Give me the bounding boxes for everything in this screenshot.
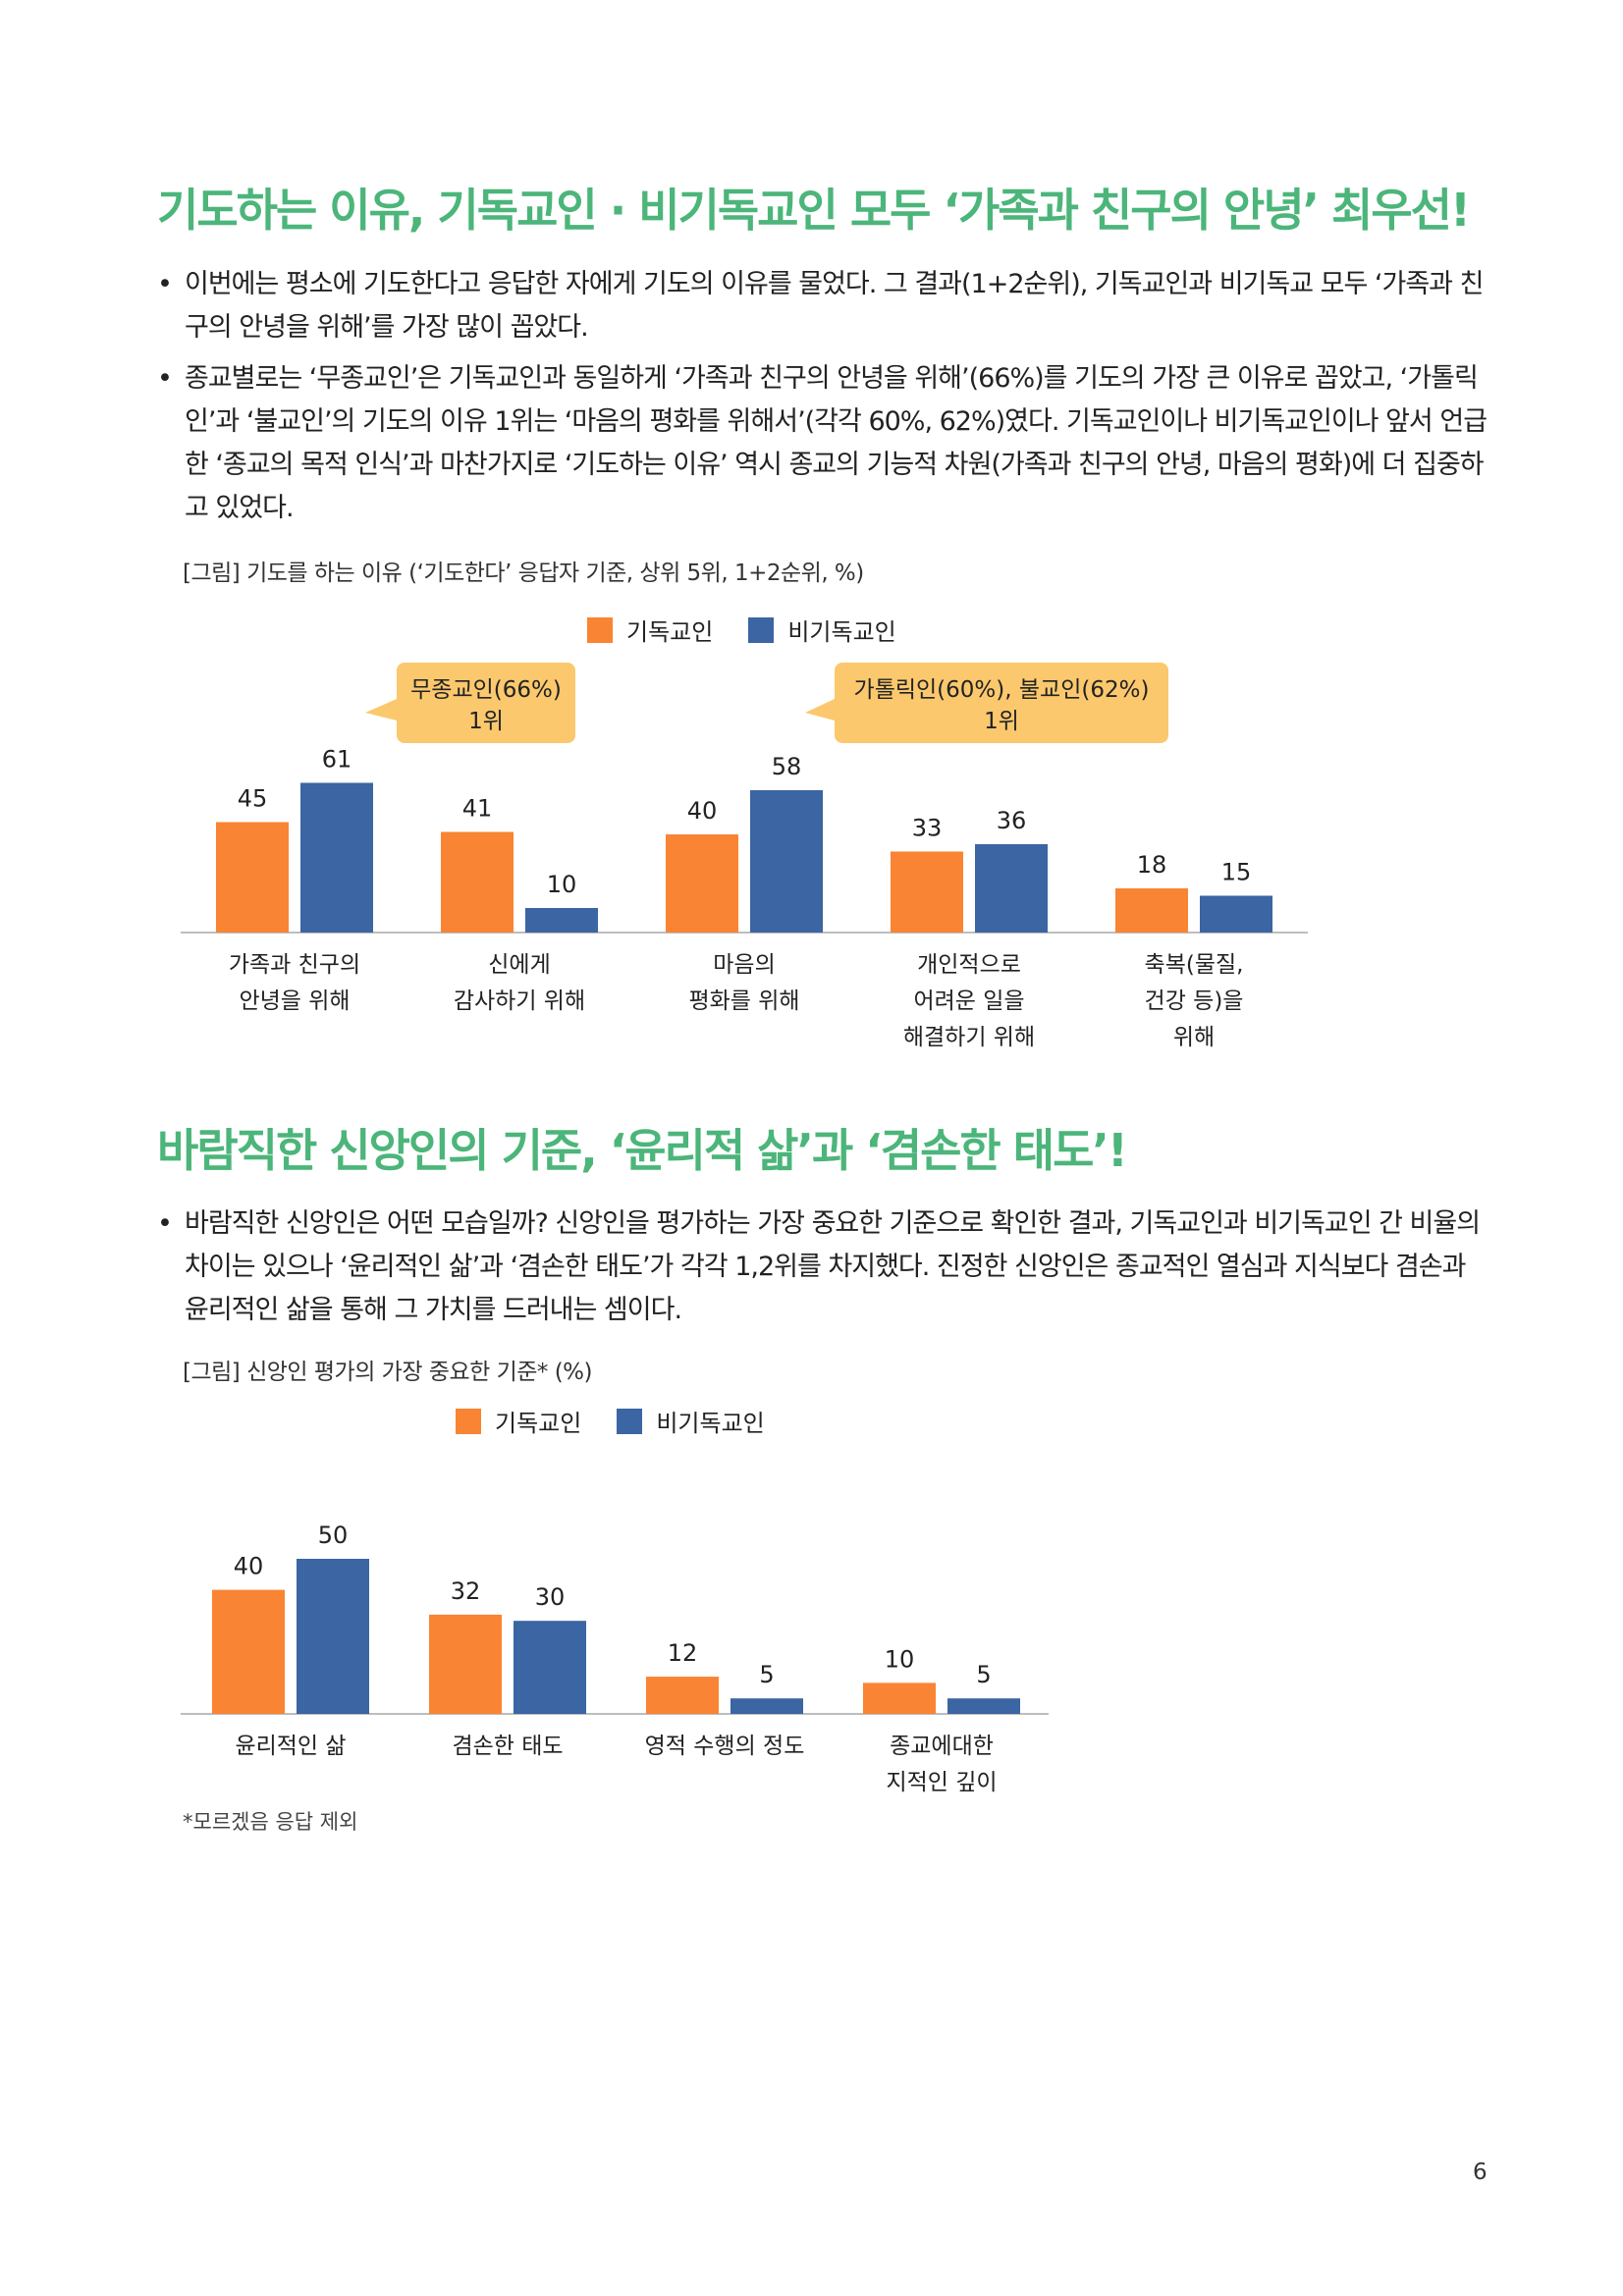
bar-value-label: 5: [759, 1661, 774, 1688]
category-label: 윤리적인 삶: [235, 1734, 346, 1759]
bar-christian: [646, 1677, 719, 1714]
category-label: 감사하기 위해: [454, 988, 585, 1014]
section1-bullets: • 이번에는 평소에 기도한다고 응답한 자에게 기도의 이유를 물었다. 그 결…: [157, 263, 1492, 538]
bar-non-christian: [947, 1698, 1020, 1714]
bar-value-label: 36: [997, 807, 1027, 834]
bar-value-label: 58: [772, 753, 802, 780]
bar-non-christian: [514, 1621, 586, 1714]
bar-non-christian: [300, 782, 373, 933]
legend-item-non-christian: 비기독교인: [748, 613, 896, 647]
legend-swatch-non-christian: [617, 1408, 643, 1434]
legend-swatch-christian: [587, 616, 613, 643]
callout-text: 무종교인(66%): [410, 677, 562, 703]
bullet-text: 이번에는 평소에 기도한다고 응답한 자에게 기도의 이유를 물었다. 그 결과…: [185, 269, 1484, 343]
bar-christian: [891, 851, 963, 933]
callout-text: 가톨릭인(60%), 불교인(62%): [854, 677, 1150, 703]
category-label: 개인적으로: [917, 952, 1021, 978]
bar-christian: [666, 834, 738, 933]
bar-value-label: 10: [547, 871, 577, 898]
bar-value-label: 40: [234, 1553, 264, 1580]
bar-non-christian: [750, 790, 823, 933]
bullet-text: 종교별로는 ‘무종교인’은 기독교인과 동일하게 ‘가족과 친구의 안녕을 위해…: [185, 363, 1488, 523]
bar-value-label: 30: [535, 1583, 566, 1611]
legend-label: 비기독교인: [787, 618, 896, 646]
bar-non-christian: [297, 1559, 369, 1714]
section2-bullets: • 바람직한 신앙인은 어떤 모습일까? 신앙인을 평가하는 가장 중요한 기준으…: [157, 1202, 1492, 1340]
chart2-legend: 기독교인 비기독교인: [456, 1404, 765, 1438]
callout-bubble: [835, 663, 1168, 743]
bar-non-christian: [730, 1698, 803, 1714]
bar-value-label: 15: [1221, 859, 1252, 886]
chart2-footnote: *모르겠음 응답 제외: [183, 1810, 358, 1834]
bullet-text: 바람직한 신앙인은 어떤 모습일까? 신앙인을 평가하는 가장 중요한 기준으로…: [185, 1208, 1481, 1325]
section1-title: 기도하는 이유, 기독교인 · 비기독교인 모두 ‘가족과 친구의 안녕’ 최우…: [157, 184, 1471, 237]
category-label: 마음의: [713, 952, 775, 978]
bar-non-christian: [525, 908, 598, 933]
bar-value-label: 45: [238, 785, 268, 813]
category-label: 축복(물질,: [1145, 952, 1244, 978]
category-label: 어려운 일을: [913, 988, 1024, 1014]
bar-value-label: 10: [885, 1645, 915, 1673]
bullet-dot: •: [157, 363, 173, 394]
category-label: 평화를 위해: [688, 988, 799, 1014]
callout-rank: 1위: [468, 709, 504, 734]
category-label: 종교에대한: [890, 1734, 994, 1759]
section1-bullet: • 이번에는 평소에 기도한다고 응답한 자에게 기도의 이유를 물었다. 그 결…: [157, 263, 1492, 349]
bar-value-label: 61: [322, 746, 352, 774]
legend-item-christian: 기독교인: [587, 613, 713, 647]
category-label: 영적 수행의 정도: [645, 1734, 805, 1759]
chart1-legend: 기독교인 비기독교인: [587, 613, 896, 647]
bullet-dot: •: [157, 1208, 173, 1239]
bullet-dot: •: [157, 269, 173, 299]
category-label: 해결하기 위해: [903, 1025, 1035, 1050]
category-label: 위해: [1173, 1025, 1215, 1050]
legend-item-christian: 기독교인: [456, 1404, 581, 1438]
legend-swatch-non-christian: [748, 616, 775, 643]
legend-swatch-christian: [456, 1408, 481, 1434]
category-label: 지적인 깊이: [886, 1770, 997, 1795]
faith-criteria-chart: 40 50 윤리적인 삶 32 30 겸손한 태도 12 5 영적 수행의 정도 10 5 종교에대한…: [181, 1522, 1049, 1795]
category-label: 신에게: [488, 952, 550, 978]
callout-rank: 1위: [984, 709, 1019, 734]
bar-value-label: 40: [687, 797, 718, 825]
category-label: 겸손한 태도: [452, 1734, 563, 1759]
bar-christian: [216, 822, 289, 933]
bar-value-label: 32: [451, 1577, 481, 1605]
bar-christian: [441, 831, 514, 933]
figure2-caption: [그림] 신앙인 평가의 가장 중요한 기준* (%): [183, 1360, 593, 1385]
bar-non-christian: [975, 844, 1048, 933]
legend-label: 기독교인: [495, 1410, 582, 1437]
bar-christian: [429, 1614, 502, 1714]
bar-christian: [1115, 888, 1188, 933]
callout-bubble: [397, 663, 575, 743]
section2-bullet: • 바람직한 신앙인은 어떤 모습일까? 신앙인을 평가하는 가장 중요한 기준으…: [157, 1202, 1492, 1332]
page-number: 6: [1473, 2160, 1488, 2185]
figure1-caption: [그림] 기도를 하는 이유 (‘기도한다’ 응답자 기준, 상위 5위, 1+…: [183, 561, 864, 586]
bar-value-label: 33: [912, 815, 943, 842]
category-label: 건강 등)을: [1145, 988, 1244, 1014]
category-label: 안녕을 위해: [239, 988, 350, 1014]
legend-label: 비기독교인: [656, 1410, 765, 1437]
bar-value-label: 18: [1137, 851, 1167, 879]
bar-value-label: 50: [318, 1522, 349, 1549]
category-label: 가족과 친구의: [229, 952, 360, 978]
section1-bullet: • 종교별로는 ‘무종교인’은 기독교인과 동일하게 ‘가족과 친구의 안녕을 위…: [157, 357, 1492, 530]
section2-title: 바람직한 신앙인의 기준, ‘윤리적 삶’과 ‘겸손한 태도’!: [157, 1124, 1128, 1177]
callout-pointer: [365, 699, 397, 721]
legend-label: 기독교인: [626, 618, 714, 646]
bar-value-label: 5: [976, 1661, 991, 1688]
bar-christian: [212, 1589, 285, 1714]
legend-item-non-christian: 비기독교인: [617, 1404, 765, 1438]
callout-pointer: [805, 699, 835, 721]
bar-non-christian: [1200, 895, 1272, 933]
bar-value-label: 12: [668, 1639, 698, 1667]
bar-christian: [863, 1682, 936, 1714]
bar-value-label: 41: [462, 795, 493, 823]
